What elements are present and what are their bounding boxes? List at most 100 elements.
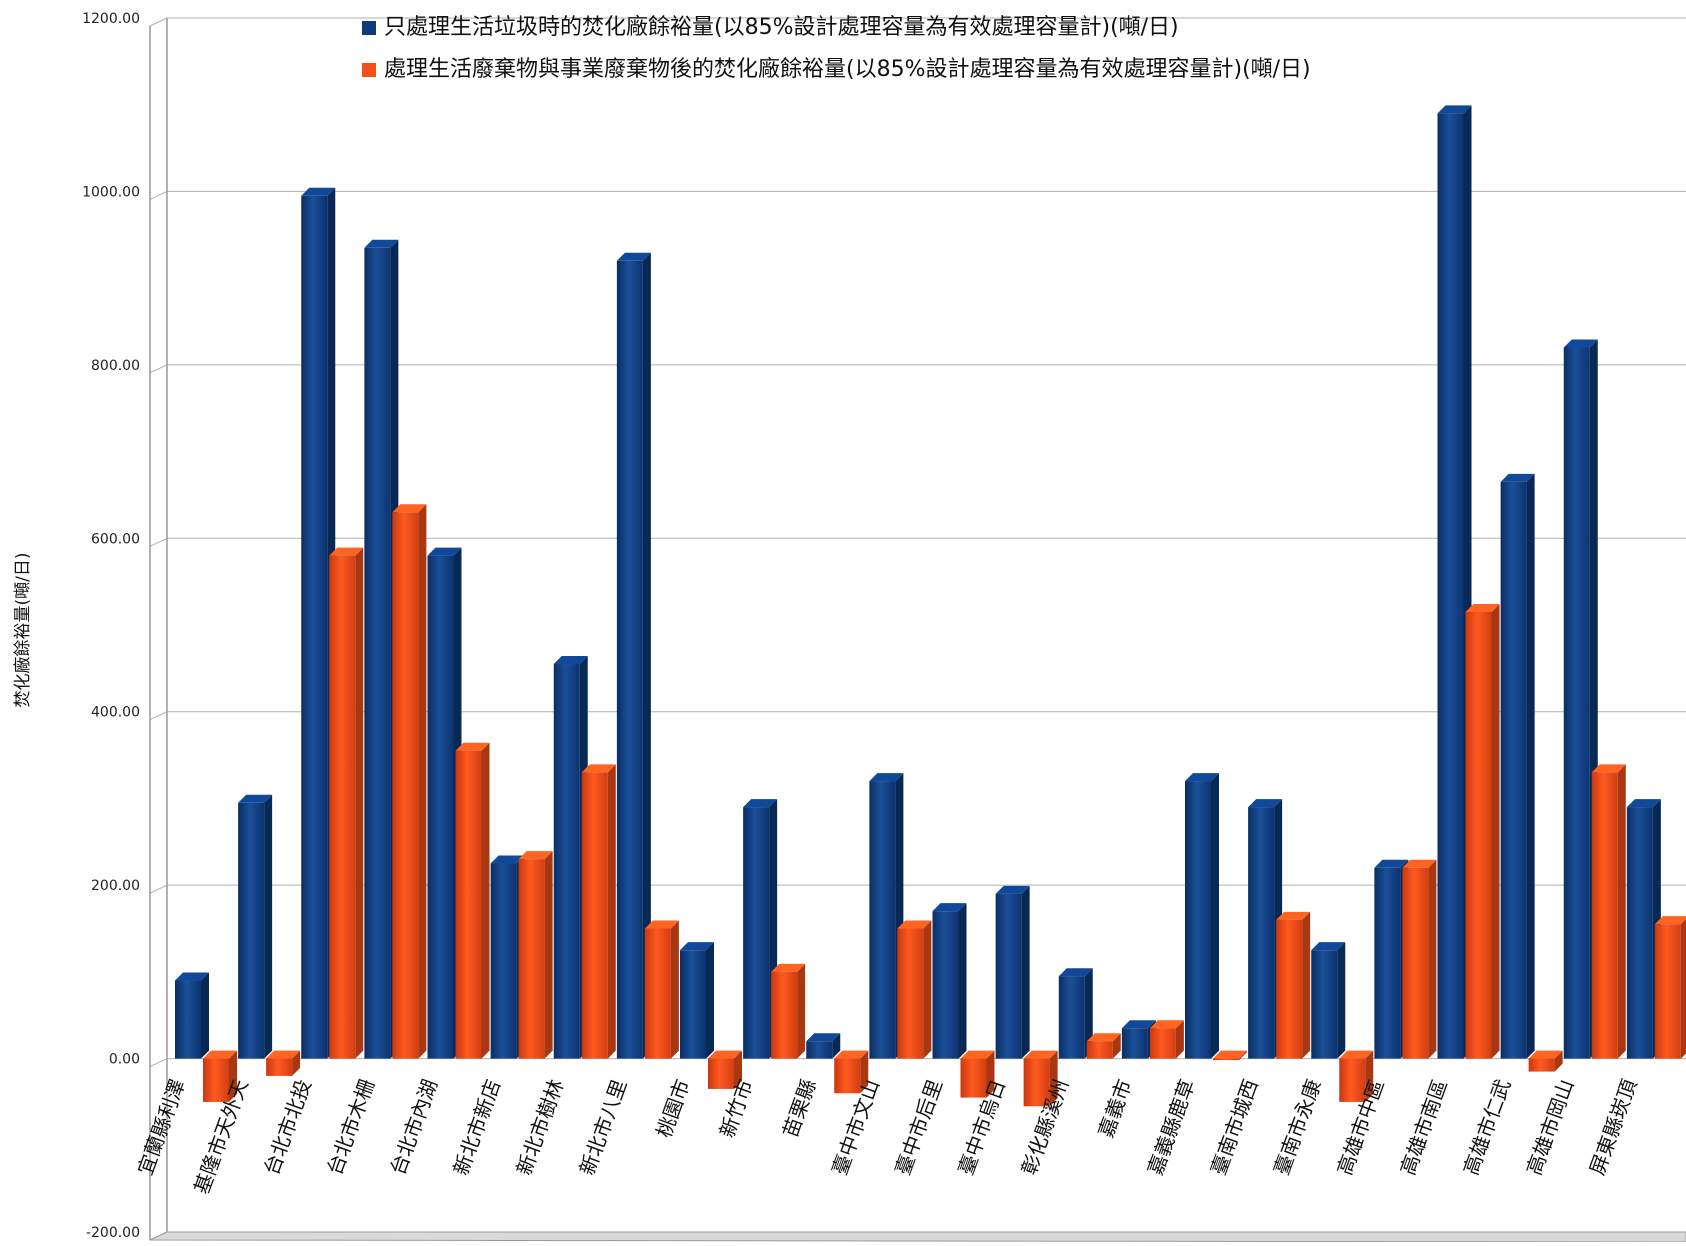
bar-top: [1374, 859, 1409, 868]
x-tick-label: 新北市八里: [575, 1076, 632, 1178]
bar-face: [1500, 481, 1527, 1059]
bar-face: [1437, 113, 1464, 1059]
bar-domestic-only: [175, 972, 209, 1059]
bar-domestic-only: [1311, 942, 1346, 1059]
y-tick-label: 800.00: [91, 358, 140, 374]
bar-side: [832, 1033, 841, 1059]
bar-top: [518, 851, 553, 860]
x-tick-label: 桃園市: [652, 1076, 695, 1141]
bar-domestic-and-industrial: [455, 742, 490, 1059]
axes: [149, 18, 1686, 1243]
x-tick-label: 臺南市城西: [1206, 1076, 1263, 1178]
bar-face: [771, 971, 798, 1059]
bar-top: [1086, 1033, 1121, 1042]
x-tick-label: 嘉義縣鹿草: [1143, 1076, 1200, 1178]
bar-side: [1112, 1033, 1121, 1059]
bar-face: [1149, 1028, 1176, 1059]
bar-face: [1626, 807, 1653, 1059]
bar-face: [1654, 924, 1681, 1059]
x-tick-label: 新北市樹林: [512, 1076, 569, 1178]
bar-side: [201, 972, 209, 1059]
bar-side: [481, 742, 490, 1059]
bar-top: [455, 742, 490, 751]
bar-side: [734, 1050, 742, 1089]
bar-side: [1337, 942, 1346, 1059]
bar-face: [1276, 919, 1303, 1059]
bar-side: [1617, 764, 1626, 1059]
bar-side: [860, 1050, 869, 1094]
bar-top: [1276, 911, 1311, 920]
bar-top: [1058, 968, 1093, 977]
y-tick-label: 200.00: [91, 878, 140, 894]
x-tick-label: 台北市木柵: [322, 1076, 379, 1178]
bar-domestic-only: [616, 252, 651, 1059]
bar-domestic-and-industrial: [1149, 1020, 1184, 1059]
bar-side: [1302, 911, 1311, 1059]
bar-top: [1626, 799, 1661, 808]
bar-domestic-and-industrial: [518, 851, 553, 1059]
bar-domestic-and-industrial: [581, 764, 616, 1059]
bar-face: [1058, 976, 1085, 1059]
bar-top: [175, 972, 209, 981]
gridline-depth: [149, 1058, 168, 1068]
bar-face: [392, 512, 419, 1059]
bar-domestic-and-industrial: [203, 1050, 237, 1102]
bar-side: [1491, 603, 1500, 1059]
bar-domestic-and-industrial: [329, 547, 364, 1059]
bar-top: [806, 1033, 841, 1042]
bar-side: [1049, 1050, 1058, 1107]
bar-domestic-and-industrial: [897, 920, 932, 1059]
bar-face: [1121, 1028, 1148, 1059]
bar-domestic-and-industrial: [1654, 916, 1686, 1059]
bar-face: [743, 807, 770, 1059]
bar-side: [706, 942, 714, 1059]
y-tick-label: -200.00: [86, 1225, 140, 1241]
bar-top: [1311, 942, 1346, 951]
bar-domestic-only: [1185, 773, 1219, 1059]
bar-top: [960, 1050, 995, 1059]
bar-face: [1339, 1058, 1366, 1102]
bar-face: [1311, 950, 1338, 1059]
bar-side: [1021, 885, 1030, 1059]
bar-face: [1402, 867, 1429, 1059]
bar-domestic-only: [806, 1033, 841, 1059]
bar-top: [301, 187, 336, 196]
bar-face: [960, 1058, 987, 1098]
y-tick-label: 400.00: [91, 705, 140, 721]
bar-top: [364, 239, 399, 248]
bar-top: [1339, 1050, 1374, 1059]
legend-swatch: [362, 63, 376, 77]
bar-face: [1023, 1058, 1050, 1107]
bar-face: [1563, 347, 1590, 1059]
bar-top: [1654, 916, 1686, 925]
bar-top: [1437, 105, 1472, 114]
bar-domestic-and-industrial: [1276, 911, 1311, 1059]
bar-face: [175, 980, 201, 1059]
legend-label: 處理生活廢棄物與事業廢棄物後的焚化廠餘裕量(以85%設計處理容量為有效處理容量計…: [384, 57, 1311, 82]
x-tick-label: 台北市內湖: [385, 1076, 442, 1178]
bar-side: [923, 920, 932, 1059]
x-tick-label: 嘉義市: [1093, 1076, 1136, 1141]
bar-domestic-only: [1058, 968, 1093, 1059]
x-tick-label: 宜蘭縣利澤: [133, 1076, 190, 1178]
bar-side: [292, 1050, 301, 1076]
bar-top: [238, 794, 273, 803]
bar-domestic-and-industrial: [644, 920, 679, 1059]
bar-side: [1175, 1020, 1184, 1059]
bar-face: [364, 247, 391, 1059]
bar-side: [418, 504, 427, 1059]
bar-face: [708, 1058, 734, 1089]
bar-top: [1465, 603, 1500, 612]
y-tick-label: 1000.00: [82, 184, 140, 200]
bar-domestic-only: [932, 903, 967, 1059]
bar-side: [229, 1050, 237, 1102]
bar-top: [1121, 1020, 1156, 1029]
bar-domestic-and-industrial: [1213, 1050, 1247, 1061]
y-tick-label: 0.00: [109, 1052, 140, 1068]
x-tick-label: 屏東縣崁頂: [1585, 1076, 1642, 1178]
bar-top: [581, 764, 616, 773]
bar-top: [680, 942, 714, 951]
bar-top: [708, 1050, 742, 1059]
